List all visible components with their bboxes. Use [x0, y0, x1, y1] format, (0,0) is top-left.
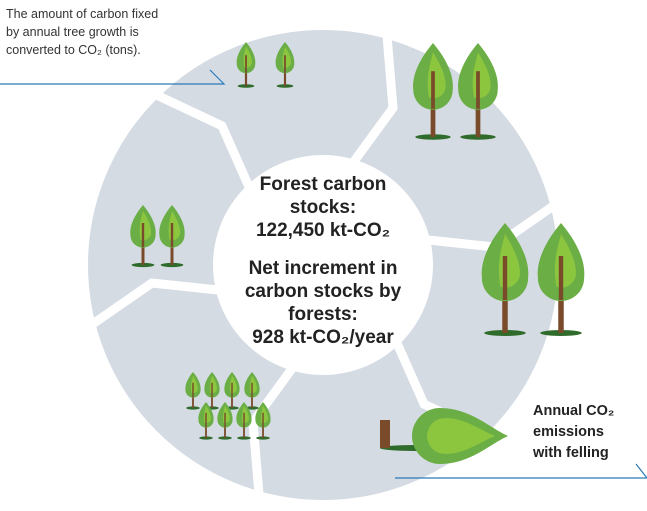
- center-text: forests:: [288, 304, 358, 325]
- tree-icon: [198, 402, 214, 440]
- tree-trunk: [431, 71, 435, 109]
- tree-trunk: [211, 382, 213, 398]
- tree-trunk: [141, 223, 145, 247]
- center-text: Net increment in: [249, 258, 398, 279]
- leader-line: [0, 69, 226, 85]
- annotation-text: emissions: [533, 424, 604, 440]
- leader-line: [395, 463, 647, 479]
- felled-tree: [380, 408, 508, 464]
- center-text: carbon stocks by: [245, 281, 402, 302]
- tree-icon: [255, 402, 271, 440]
- tree-stump: [380, 420, 390, 448]
- tree-trunk: [558, 256, 564, 300]
- annotation-text: with felling: [532, 445, 609, 461]
- tree-trunk: [476, 71, 480, 109]
- center-value: 928 kt-CO₂/year: [252, 327, 394, 348]
- tree-icon: [185, 372, 201, 410]
- tree-icon: [236, 42, 256, 88]
- tree-crown-light: [427, 418, 495, 454]
- tree-icon: [217, 402, 233, 440]
- center-text: Forest carbon: [260, 174, 387, 195]
- tree-icon: [481, 223, 529, 336]
- segment-separator: [345, 27, 398, 172]
- tree-icon: [537, 223, 585, 336]
- tree-trunk: [251, 382, 253, 398]
- tree-trunk: [284, 55, 286, 73]
- tree-trunk: [231, 382, 233, 398]
- tree-trunk: [502, 256, 508, 300]
- tree-trunk: [205, 412, 207, 428]
- tree-icon: [130, 205, 156, 268]
- annotation-text: converted to CO₂ (tons).: [6, 43, 141, 57]
- annotation-text: The amount of carbon fixed: [6, 7, 158, 21]
- tree-trunk: [170, 223, 174, 247]
- tree-icon: [236, 402, 252, 440]
- annotation-text: Annual CO₂: [533, 403, 614, 419]
- center-disc: [213, 155, 433, 375]
- tree-trunk: [245, 55, 247, 73]
- center-text: stocks:: [290, 197, 357, 218]
- annotation-text: by annual tree growth is: [6, 25, 139, 39]
- segment-separator: [248, 358, 301, 503]
- tree-icon: [458, 43, 498, 140]
- tree-icon: [275, 42, 295, 88]
- center-value: 122,450 kt-CO₂: [256, 220, 390, 241]
- segment-separator: [147, 87, 257, 197]
- tree-trunk: [192, 382, 194, 398]
- tree-trunk: [224, 412, 226, 428]
- tree-icon: [244, 372, 260, 410]
- segment-separator: [83, 278, 227, 333]
- tree-icon: [159, 205, 185, 268]
- tree-trunk: [243, 412, 245, 428]
- tree-icon: [413, 43, 453, 140]
- tree-icon: [224, 372, 240, 410]
- tree-trunk: [262, 412, 264, 428]
